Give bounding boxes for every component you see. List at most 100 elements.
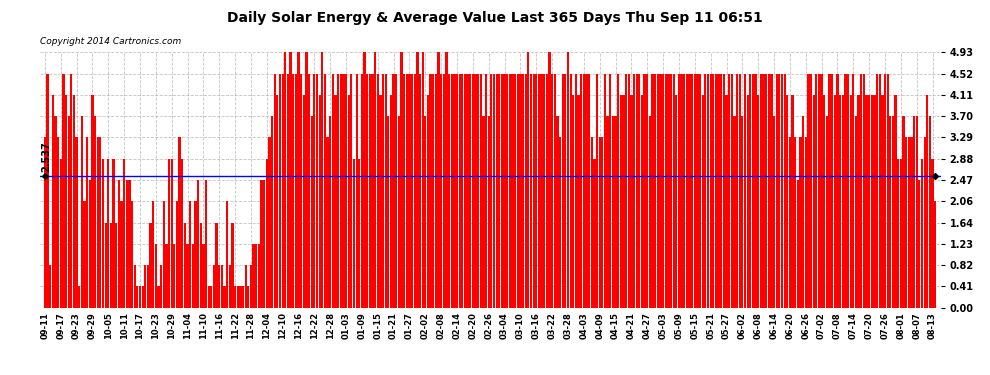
Bar <box>245 265 247 308</box>
Bar <box>905 137 907 308</box>
Bar <box>873 95 875 308</box>
Bar <box>173 244 175 308</box>
Bar <box>662 74 664 308</box>
Bar <box>152 201 154 308</box>
Bar <box>62 74 64 308</box>
Bar <box>623 95 625 308</box>
Bar <box>631 95 633 308</box>
Bar <box>559 137 561 308</box>
Bar <box>168 159 170 308</box>
Bar <box>742 116 743 308</box>
Bar <box>844 74 846 308</box>
Bar <box>837 74 839 308</box>
Bar <box>229 265 231 308</box>
Bar <box>561 74 564 308</box>
Bar <box>731 74 733 308</box>
Bar <box>450 74 452 308</box>
Bar <box>849 95 851 308</box>
Bar <box>612 116 614 308</box>
Bar <box>374 53 376 308</box>
Bar <box>97 137 99 308</box>
Bar <box>178 137 181 308</box>
Bar <box>854 116 857 308</box>
Bar <box>260 180 262 308</box>
Bar <box>343 74 345 308</box>
Bar <box>694 74 696 308</box>
Bar <box>881 95 883 308</box>
Bar <box>232 223 234 308</box>
Bar <box>408 74 411 308</box>
Bar <box>620 95 622 308</box>
Bar <box>496 74 498 308</box>
Bar <box>67 116 69 308</box>
Bar <box>815 74 818 308</box>
Bar <box>493 74 495 308</box>
Bar <box>446 53 447 308</box>
Bar <box>263 180 265 308</box>
Bar <box>176 201 178 308</box>
Bar <box>723 74 725 308</box>
Bar <box>686 74 688 308</box>
Bar <box>123 159 126 308</box>
Bar <box>416 53 419 308</box>
Bar <box>329 116 332 308</box>
Bar <box>675 95 677 308</box>
Bar <box>268 137 270 308</box>
Bar <box>221 265 223 308</box>
Bar <box>400 53 403 308</box>
Bar <box>651 74 653 308</box>
Bar <box>237 286 239 308</box>
Bar <box>802 116 804 308</box>
Bar <box>865 95 867 308</box>
Bar <box>664 74 667 308</box>
Bar <box>292 74 294 308</box>
Bar <box>743 74 746 308</box>
Bar <box>786 95 788 308</box>
Bar <box>567 53 569 308</box>
Bar <box>754 74 756 308</box>
Bar <box>751 74 754 308</box>
Bar <box>533 74 535 308</box>
Bar <box>126 180 128 308</box>
Bar <box>240 286 242 308</box>
Bar <box>794 137 796 308</box>
Bar <box>461 74 463 308</box>
Bar <box>194 201 197 308</box>
Bar <box>81 116 83 308</box>
Bar <box>345 74 347 308</box>
Bar <box>303 95 305 308</box>
Bar <box>113 159 115 308</box>
Bar <box>224 286 226 308</box>
Bar <box>536 74 538 308</box>
Bar <box>746 95 748 308</box>
Bar <box>255 244 257 308</box>
Bar <box>279 74 281 308</box>
Bar <box>482 116 484 308</box>
Bar <box>121 201 123 308</box>
Bar <box>633 74 636 308</box>
Bar <box>363 53 365 308</box>
Bar <box>739 74 741 308</box>
Bar <box>876 74 878 308</box>
Bar <box>89 180 91 308</box>
Bar <box>216 223 218 308</box>
Bar <box>604 74 606 308</box>
Bar <box>710 74 712 308</box>
Bar <box>862 74 865 308</box>
Bar <box>422 53 424 308</box>
Bar <box>545 74 548 308</box>
Bar <box>319 95 321 308</box>
Bar <box>823 95 826 308</box>
Bar <box>736 74 739 308</box>
Bar <box>929 116 931 308</box>
Bar <box>932 159 934 308</box>
Bar <box>678 74 680 308</box>
Bar <box>276 95 278 308</box>
Bar <box>300 74 302 308</box>
Bar <box>110 223 112 308</box>
Bar <box>134 265 136 308</box>
Bar <box>588 74 590 308</box>
Bar <box>712 74 715 308</box>
Bar <box>683 74 685 308</box>
Bar <box>884 74 886 308</box>
